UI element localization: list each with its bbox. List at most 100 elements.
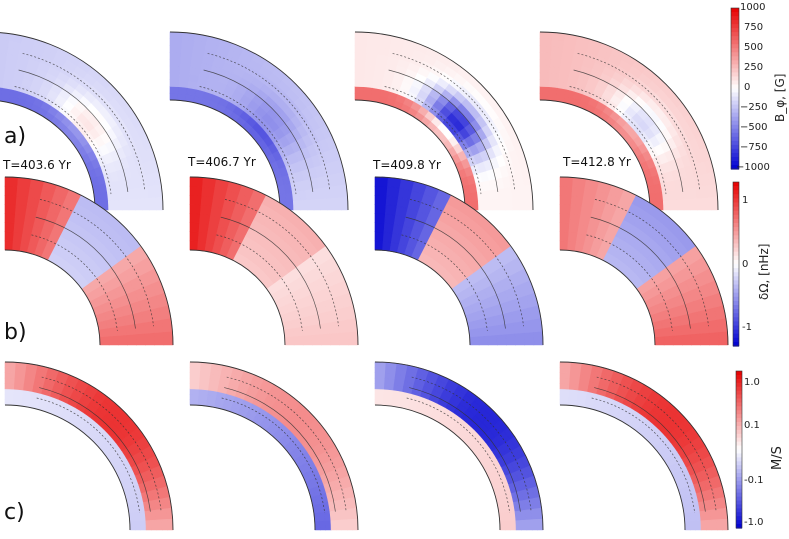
contour-line <box>405 216 506 329</box>
contour-line <box>594 387 706 512</box>
panel-b-3 <box>374 176 544 346</box>
time-label-3: T=409.8 Yr <box>373 158 441 172</box>
contour-line <box>36 397 141 514</box>
cbar-c-tick: 1.0 <box>744 377 760 388</box>
panel-b-1 <box>4 176 174 346</box>
contour-line <box>590 216 691 329</box>
outer-boundary <box>559 176 729 346</box>
contour-line <box>39 199 154 327</box>
panel-a-3 <box>354 31 534 211</box>
inner-boundary <box>374 404 501 531</box>
colorbar-c <box>735 370 743 529</box>
outer-boundary <box>189 176 359 346</box>
contour-line <box>406 397 511 514</box>
cbar-b-tick: 0 <box>742 259 749 270</box>
inner-boundary <box>539 99 651 211</box>
panel-b-4 <box>559 176 729 346</box>
contour-line <box>569 86 667 195</box>
contour-line <box>224 199 339 327</box>
outer-boundary <box>539 31 719 211</box>
contour-line <box>392 53 516 190</box>
inner-boundary <box>354 99 466 211</box>
contour-line <box>221 397 326 514</box>
panel-c-2 <box>189 361 359 531</box>
outer-boundary <box>0 32 164 211</box>
row-label-c: c) <box>4 500 25 525</box>
inner-boundary <box>189 249 286 346</box>
cbar-c-tick: -1.0 <box>744 517 764 528</box>
contour-line <box>594 199 709 327</box>
contour-line <box>35 216 136 329</box>
cbar-a-tick: 250 <box>744 62 764 73</box>
cbar-a-tick: 500 <box>744 42 764 53</box>
row-label-a: a) <box>4 124 27 149</box>
contour-line <box>596 376 717 511</box>
panel-a-2 <box>169 31 349 211</box>
contour-line <box>411 376 532 511</box>
contour-line <box>573 69 684 192</box>
contour-line <box>388 69 499 192</box>
contour-line <box>384 86 482 195</box>
cbar-a-tick: −750 <box>740 142 768 153</box>
time-label-1: T=403.6 Yr <box>3 158 71 172</box>
outer-boundary <box>169 31 349 211</box>
panel-a-1 <box>0 32 164 211</box>
contour-line <box>577 53 701 190</box>
cbar-c-title: M/S <box>770 446 785 470</box>
contour-line <box>409 387 521 512</box>
contour-line <box>31 234 118 331</box>
row-label-b: b) <box>4 320 27 345</box>
contour-line <box>203 69 314 192</box>
cbar-c-tick: -0.1 <box>744 475 764 486</box>
time-label-2: T=406.7 Yr <box>188 155 256 169</box>
cbar-a-tick: −250 <box>740 102 768 113</box>
contour-line <box>409 199 524 327</box>
outer-boundary <box>4 176 174 346</box>
inner-boundary <box>169 99 281 211</box>
contour-line <box>216 234 303 331</box>
time-label-4: T=412.8 Yr <box>563 155 631 169</box>
contour-line <box>220 216 321 329</box>
cbar-c-tick: 0.1 <box>744 420 760 431</box>
contour-line <box>586 234 673 331</box>
contour-line <box>22 53 146 190</box>
inner-boundary <box>0 100 96 211</box>
cbar-a-title: B_φ, [G] <box>773 73 787 122</box>
cbar-a-tick: 750 <box>744 22 764 33</box>
cbar-a-tick: 1000 <box>740 2 766 13</box>
panel-c-4 <box>559 361 729 531</box>
contour-line <box>591 397 696 514</box>
cbar-a-tick: −1000 <box>736 162 770 173</box>
panel-b-2 <box>189 176 359 346</box>
contour-line <box>41 376 162 511</box>
inner-boundary <box>189 404 316 531</box>
inner-boundary <box>559 404 686 531</box>
contour-line <box>18 69 129 192</box>
contour-line <box>199 86 297 195</box>
outer-boundary <box>189 361 359 531</box>
colorbar-b <box>732 181 740 347</box>
contour-line <box>224 387 336 512</box>
cbar-a-tick: −500 <box>740 122 768 133</box>
cbar-b-title: δΩ, [nHz] <box>757 243 771 300</box>
inner-boundary <box>559 249 656 346</box>
cbar-a-tick: 0 <box>744 82 751 93</box>
panel-c-3 <box>374 361 544 531</box>
contour-line <box>401 234 488 331</box>
outer-boundary <box>4 361 174 531</box>
outer-boundary <box>354 31 534 211</box>
panel-c-1 <box>4 361 174 531</box>
outer-boundary <box>374 361 544 531</box>
outer-boundary <box>374 176 544 346</box>
outer-boundary <box>559 361 729 531</box>
contour-line <box>14 86 112 195</box>
contour-line <box>207 53 331 190</box>
colorbar-a <box>730 7 740 170</box>
inner-boundary <box>4 249 101 346</box>
contour-line <box>226 376 347 511</box>
cbar-b-tick: 1 <box>742 195 749 206</box>
inner-boundary <box>374 249 471 346</box>
cbar-b-tick: -1 <box>742 322 752 333</box>
